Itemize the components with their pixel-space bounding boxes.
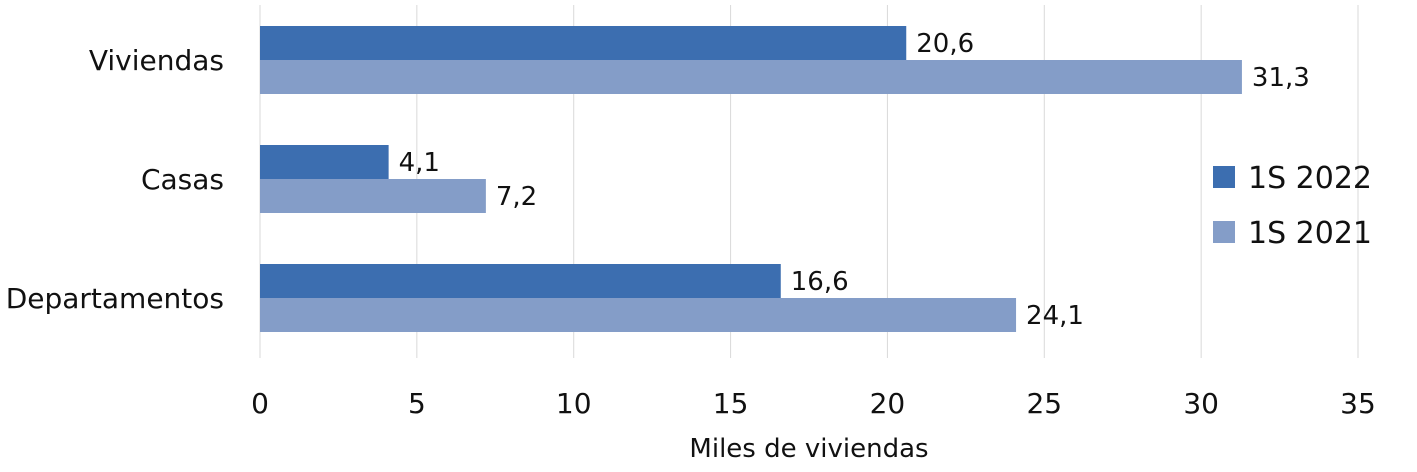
- bar: [260, 60, 1242, 94]
- data-label: 24,1: [1026, 301, 1084, 331]
- x-tick-label: 15: [713, 387, 749, 420]
- x-tick-label: 35: [1340, 387, 1376, 420]
- x-tick-label: 0: [251, 387, 269, 420]
- data-label: 31,3: [1252, 63, 1310, 93]
- category-label: Departamentos: [6, 282, 224, 315]
- category-labels: Viviendas Casas Departamentos: [6, 44, 224, 315]
- data-label: 16,6: [791, 267, 849, 297]
- bar: [260, 264, 781, 298]
- bar: [260, 298, 1017, 332]
- legend-swatch: [1213, 166, 1235, 188]
- bar: [260, 26, 907, 60]
- x-axis-title: Miles de viviendas: [689, 434, 928, 464]
- bar: [260, 179, 486, 213]
- data-label: 4,1: [399, 148, 440, 178]
- category-label: Casas: [141, 163, 224, 196]
- data-label: 7,2: [496, 182, 537, 212]
- category-label: Viviendas: [89, 44, 224, 77]
- bar: [260, 145, 389, 179]
- x-tick-label: 30: [1183, 387, 1219, 420]
- legend-label: 1S 2021: [1248, 216, 1372, 251]
- data-label: 20,6: [916, 29, 974, 59]
- x-tick-label: 20: [870, 387, 906, 420]
- x-tick-labels: 0 5 10 15 20 25 30 35: [251, 387, 1376, 420]
- legend-swatch: [1213, 221, 1235, 243]
- legend: 1S 2022 1S 2021: [1213, 161, 1372, 251]
- bars: 20,6 31,3 4,1 7,2 16,6 24,1: [260, 26, 1310, 332]
- legend-label: 1S 2022: [1248, 161, 1372, 196]
- x-tick-label: 10: [556, 387, 592, 420]
- x-tick-label: 25: [1026, 387, 1062, 420]
- x-tick-label: 5: [408, 387, 426, 420]
